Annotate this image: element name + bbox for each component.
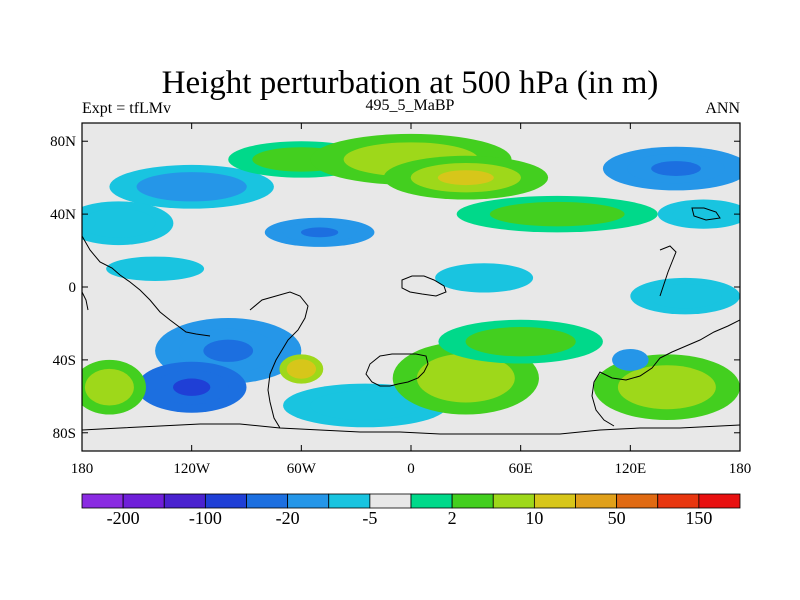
colorbar-swatch-9: [451, 493, 494, 509]
colorbar-swatch-2: [163, 493, 206, 509]
field-contour-16-2: [440, 365, 491, 391]
colorbar-swatch-4: [246, 493, 289, 509]
x-tick-label-1: 120W: [173, 461, 211, 477]
colorbar-swatch-0: [81, 493, 124, 509]
field-contour-0-1: [136, 172, 247, 202]
field-contour-11-1: [648, 283, 722, 309]
field-contour-10-1: [435, 263, 534, 293]
x-tick-label-0: 180: [71, 461, 94, 477]
y-tick-label-4: 80S: [53, 426, 76, 442]
x-axis: 180 120W 60W 0 60E 120E 180: [71, 123, 752, 477]
x-tick-label-2: 60W: [287, 461, 317, 477]
coastline-outlines: [82, 207, 740, 435]
field-contour-15-1: [310, 390, 421, 421]
colorbar-swatch-6: [328, 493, 371, 509]
center-string: 495_5_MaBP: [366, 97, 455, 114]
x-tick-label-6: 180: [729, 461, 752, 477]
colorbar-label-3: -5: [362, 508, 377, 528]
colorbar-swatch-7: [369, 493, 412, 509]
field-contour-6-1: [489, 201, 625, 227]
y-tick-label-1: 40N: [50, 207, 76, 223]
x-tick-label-5: 120E: [614, 461, 646, 477]
right-string: ANN: [705, 100, 740, 117]
field-contour-12-2: [203, 339, 254, 362]
colorbar-label-6: 50: [608, 508, 626, 528]
chart-title: Height perturbation at 500 hPa (in m): [162, 65, 659, 101]
y-axis: 80N 40N 0 40S 80S: [50, 134, 740, 442]
field-contour-13-2: [173, 378, 211, 396]
map-plot-area: [81, 122, 741, 452]
height-perturbation-field: [82, 133, 740, 428]
colorbar-label-0: -200: [107, 508, 140, 528]
colorbar-label-2: -20: [276, 508, 300, 528]
field-contour-9-1: [106, 256, 205, 281]
colorbar-swatch-12: [575, 493, 618, 509]
field-contour-18-1: [617, 365, 716, 410]
field-contour-17-1: [465, 327, 576, 357]
colorbar-label-5: 10: [525, 508, 543, 528]
colorbar: -200 -100 -20 -5 2 10 50 150: [81, 493, 741, 528]
colorbar-swatch-14: [657, 493, 700, 509]
colorbar-swatch-5: [287, 493, 330, 509]
field-contour-2-2: [300, 227, 339, 238]
y-tick-label-3: 40S: [53, 353, 76, 369]
x-tick-label-4: 60E: [509, 461, 533, 477]
field-contour-8-1: [672, 204, 735, 224]
colorbar-swatch-13: [616, 493, 659, 509]
field-contour-20-2: [96, 377, 122, 397]
field-contour-7-2: [651, 161, 701, 176]
left-string: Expt = tfLMv: [82, 100, 171, 117]
colorbar-swatch-8: [410, 493, 453, 509]
field-contour-5-2: [437, 170, 494, 186]
field-contour-19-1: [618, 352, 643, 368]
field-contour-1-1: [82, 208, 156, 238]
y-tick-label-2: 0: [69, 280, 77, 296]
colorbar-swatch-11: [533, 493, 576, 509]
x-tick-label-3: 0: [407, 461, 415, 477]
colorbar-label-4: 2: [448, 508, 457, 528]
colorbar-swatch-15: [698, 493, 741, 509]
colorbar-swatch-3: [204, 493, 247, 509]
colorbar-swatch-10: [492, 493, 535, 509]
colorbar-swatch-1: [122, 493, 165, 509]
y-tick-label-0: 80N: [50, 134, 76, 150]
colorbar-label-7: 150: [685, 508, 712, 528]
field-contour-14-2: [293, 364, 309, 374]
colorbar-label-1: -100: [189, 508, 222, 528]
